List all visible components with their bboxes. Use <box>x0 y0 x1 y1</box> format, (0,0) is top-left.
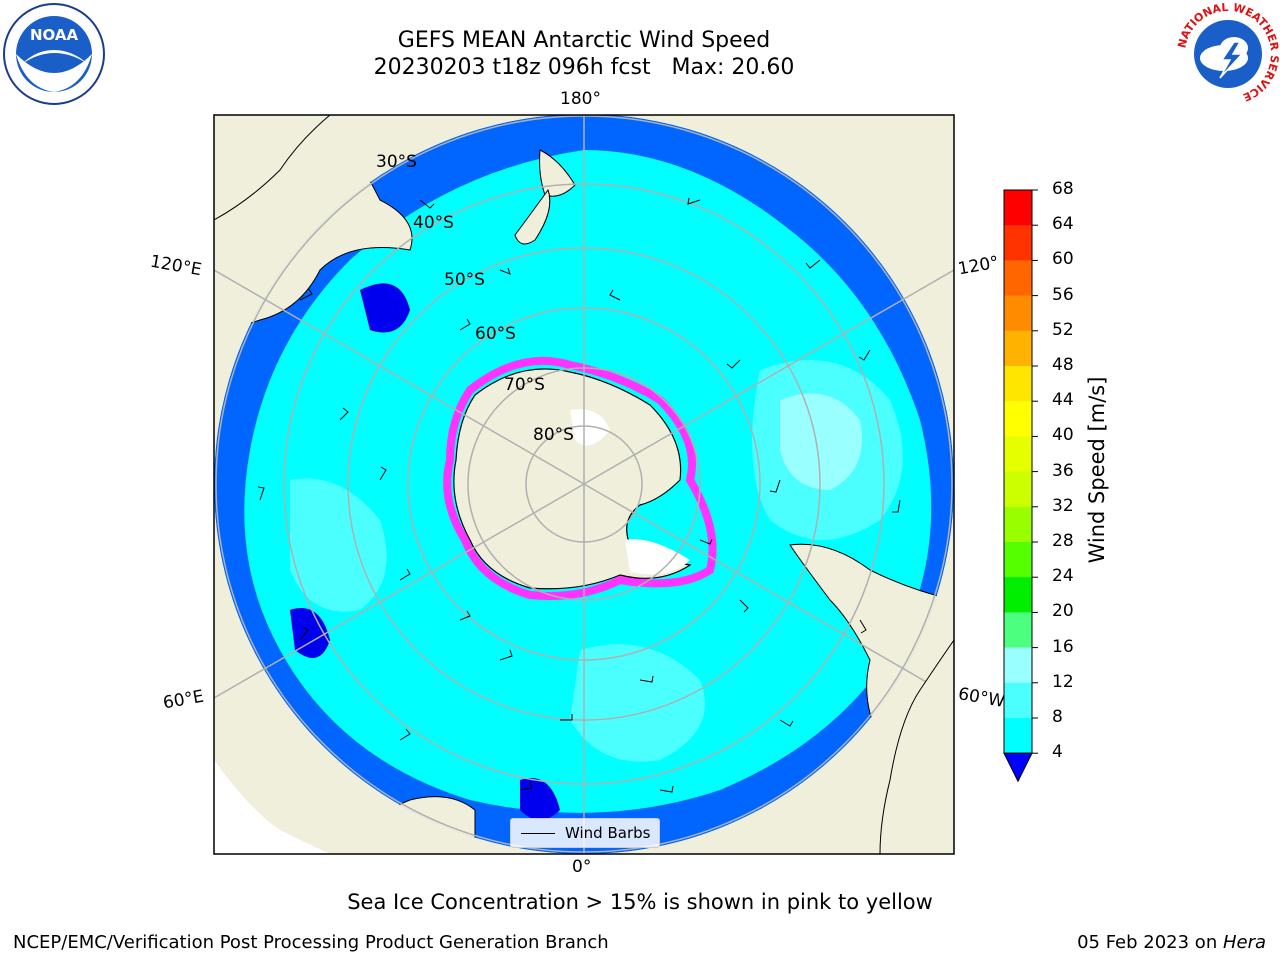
colorbar-segment <box>1004 401 1032 437</box>
colorbar-tick-label: 28 <box>1052 531 1074 551</box>
colorbar-segment <box>1004 471 1032 508</box>
colorbar-tick-label: 20 <box>1052 601 1074 622</box>
lat-label-30s: 30°S <box>376 152 417 172</box>
colorbar-segment <box>1004 225 1032 261</box>
colorbar-segment <box>1004 260 1032 297</box>
colorbar-tick-label: 48 <box>1052 355 1074 375</box>
sea-ice-edge <box>443 356 717 600</box>
colorbar <box>990 180 1050 788</box>
map-subtitle: 20230203 t18z 096h fcst Max: 20.60 <box>373 55 795 80</box>
colorbar-tick-label: 8 <box>1052 707 1063 727</box>
colorbar-segment <box>1004 190 1032 226</box>
colorbar-svg <box>1003 189 1038 783</box>
ocean-12ms-north <box>570 644 705 762</box>
colorbar-segment <box>1004 436 1032 473</box>
colorbar-tick-label: 56 <box>1052 284 1074 305</box>
wind-barb-legend-line <box>521 832 555 834</box>
colorbar-segment <box>1004 295 1032 332</box>
colorbar-segment <box>1004 647 1032 684</box>
colorbar-segment <box>1004 682 1032 719</box>
map-title: GEFS MEAN Antarctic Wind Speed <box>397 28 771 53</box>
colorbar-segment <box>1004 577 1032 613</box>
colorbar-tick-label: 4 <box>1052 742 1063 763</box>
lat-label-80s: 80°S <box>533 425 574 445</box>
noaa-logo: NOAA <box>2 2 106 110</box>
colorbar-extend-arrow <box>1003 752 1033 783</box>
colorbar-tick-label: 44 <box>1052 390 1074 411</box>
sea-ice-caption: Sea Ice Concentration > 15% is shown in … <box>347 890 933 914</box>
ocean-12ms-west <box>290 478 387 612</box>
ocean-16ms <box>780 393 862 490</box>
colorbar-segment <box>1004 506 1032 543</box>
colorbar-tick-label: 40 <box>1052 425 1074 446</box>
colorbar-segment <box>1004 612 1032 649</box>
colorbar-tick-label: 52 <box>1052 319 1074 340</box>
nws-logo: NATIONAL WEATHER SERVICE <box>1175 1 1280 110</box>
ocean-low-2 <box>290 608 330 658</box>
meridian-lines <box>214 115 954 854</box>
footer-date: 05 Feb 2023 on Hera <box>1077 932 1266 953</box>
colorbar-segment <box>1004 718 1032 754</box>
colorbar-tick-label: 36 <box>1052 460 1074 481</box>
colorbar-tick-label: 12 <box>1052 671 1074 692</box>
lat-label-70s: 70°S <box>504 375 545 395</box>
lon-label-0: 0° <box>572 857 592 877</box>
noaa-logo-text: NOAA <box>30 26 79 44</box>
colorbar-tick-label: 68 <box>1052 179 1074 199</box>
land-australia-outer <box>214 115 331 221</box>
ocean-low-1 <box>360 283 410 333</box>
map-legend: Wind Barbs <box>510 818 660 848</box>
colorbar-segment <box>1004 366 1032 402</box>
land-new-zealand-south <box>514 188 551 245</box>
lat-label-40s: 40°S <box>413 213 454 233</box>
lat-label-50s: 50°S <box>444 270 485 290</box>
map-frame <box>213 114 955 855</box>
lat-label-60s: 60°S <box>475 324 516 344</box>
colorbar-label: Wind Speed [m/s] <box>1085 376 1109 564</box>
footer-host: Hera <box>1222 932 1266 953</box>
footer-credit: NCEP/EMC/Verification Post Processing Pr… <box>13 932 609 953</box>
footer-date-text: 05 Feb 2023 on <box>1077 932 1223 953</box>
colorbar-tick-label: 60 <box>1052 249 1074 270</box>
colorbar-tick-label: 16 <box>1052 636 1074 657</box>
colorbar-segment <box>1004 330 1032 367</box>
legend-label: Wind Barbs <box>565 824 651 842</box>
colorbar-tick-label: 32 <box>1052 495 1074 516</box>
lon-label-180: 180° <box>560 89 601 109</box>
colorbar-tick-label: 64 <box>1052 214 1074 235</box>
outer-sea <box>214 760 330 854</box>
colorbar-tick-label: 24 <box>1052 566 1074 587</box>
colorbar-segment <box>1004 542 1032 578</box>
ice-shelf-weddell <box>625 539 690 575</box>
wind-barbs <box>257 197 901 793</box>
ice-shelf-ross <box>570 409 610 446</box>
land-south-america-outer <box>879 639 954 854</box>
